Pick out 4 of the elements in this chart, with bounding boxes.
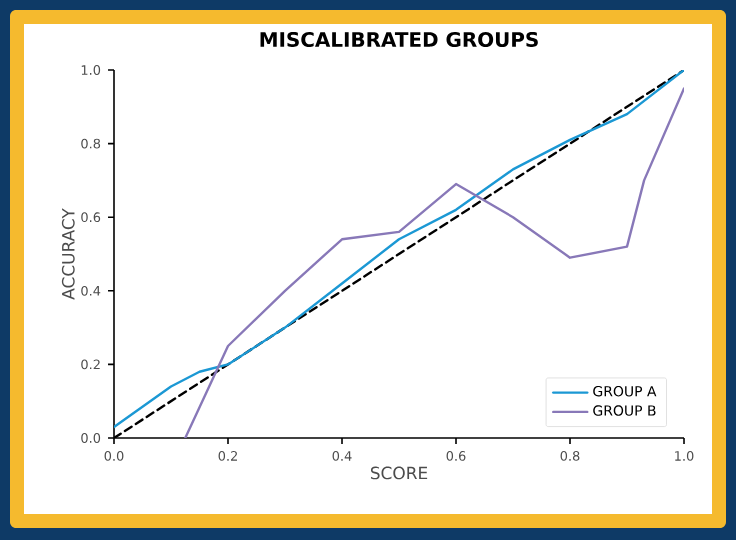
line-series — [184, 87, 685, 438]
y-axis-title: ACCURACY — [61, 208, 75, 300]
chart-title: MISCALIBRATED GROUPS — [260, 31, 538, 48]
x-axis-title: SCORE — [370, 466, 428, 480]
